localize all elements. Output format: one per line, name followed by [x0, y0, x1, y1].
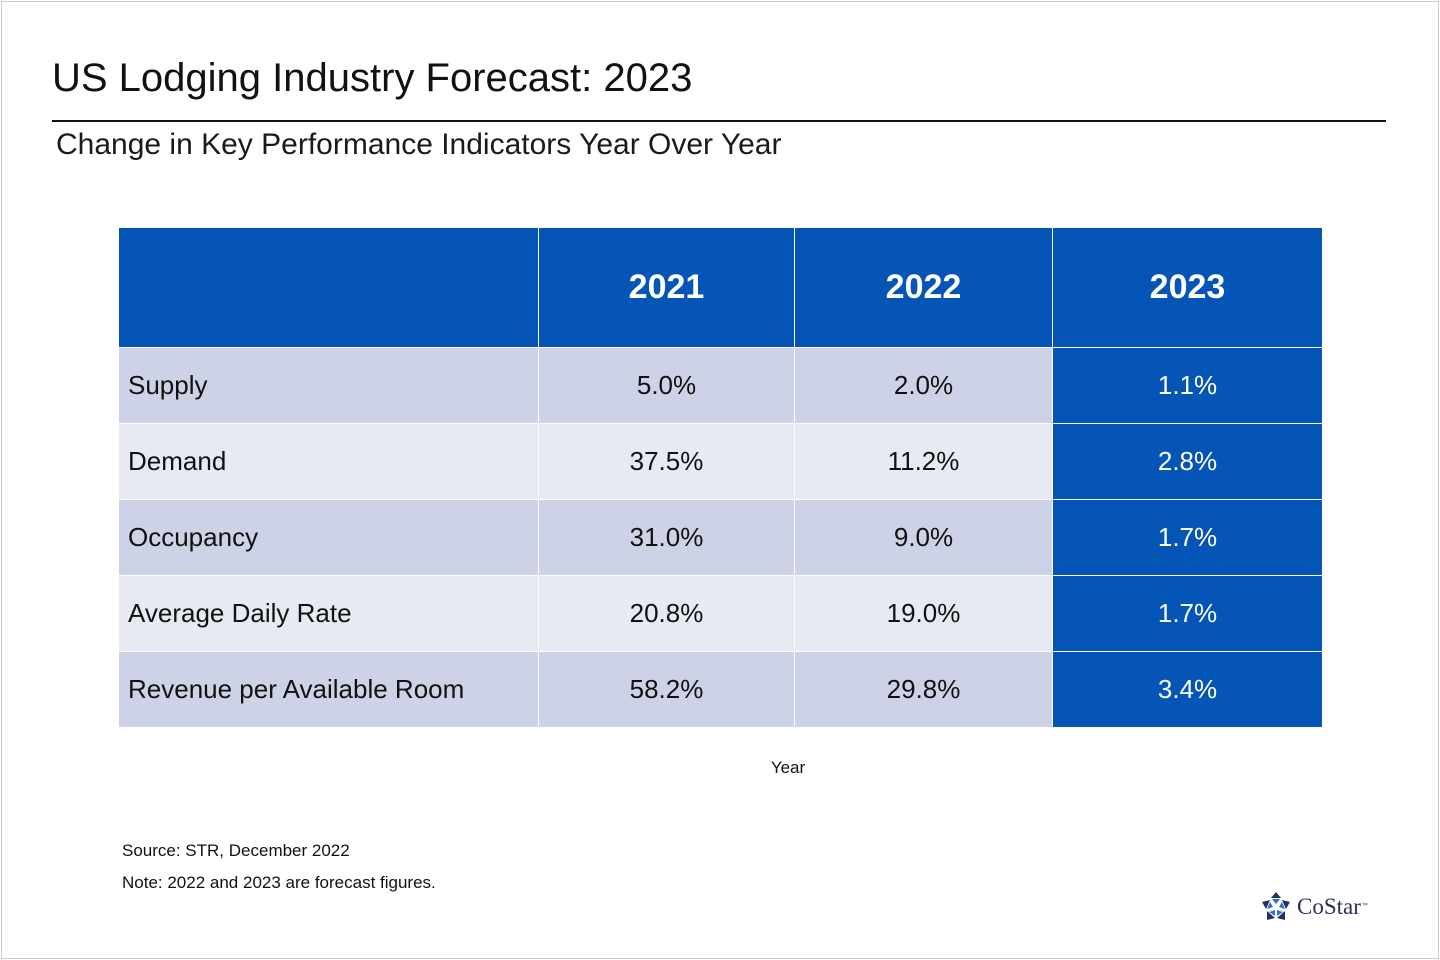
row-label: Revenue per Available Room — [118, 651, 539, 728]
costar-star-icon — [1262, 892, 1290, 920]
table-header-row: 2021 2022 2023 — [118, 227, 1323, 348]
title-divider — [52, 120, 1386, 122]
kpi-table: 2021 2022 2023 Supply 5.0% 2.0% 1.1% Dem… — [118, 227, 1323, 728]
value-cell: 58.2% — [538, 651, 795, 728]
value-cell: 31.0% — [538, 499, 795, 576]
x-axis-label: Year — [770, 758, 806, 777]
table-row: Demand 37.5% 11.2% 2.8% — [118, 423, 1323, 500]
row-label: Demand — [118, 423, 539, 500]
row-label: Supply — [118, 347, 539, 424]
value-cell: 5.0% — [538, 347, 795, 424]
row-label: Average Daily Rate — [118, 575, 539, 652]
table-row: Revenue per Available Room 58.2% 29.8% 3… — [118, 651, 1323, 728]
logo-trademark: ™ — [1361, 903, 1368, 909]
header-cell-2023: 2023 — [1052, 227, 1323, 348]
value-cell: 19.0% — [794, 575, 1053, 652]
value-cell: 11.2% — [794, 423, 1053, 500]
row-label: Occupancy — [118, 499, 539, 576]
value-cell: 29.8% — [794, 651, 1053, 728]
forecast-note: Note: 2022 and 2023 are forecast figures… — [122, 873, 436, 892]
value-cell-highlight: 3.4% — [1052, 651, 1323, 728]
value-cell-highlight: 1.7% — [1052, 499, 1323, 576]
table-row: Supply 5.0% 2.0% 1.1% — [118, 347, 1323, 424]
logo-wordmark: CoStar — [1297, 894, 1361, 919]
page-title: US Lodging Industry Forecast: 2023 — [52, 56, 693, 100]
value-cell-highlight: 2.8% — [1052, 423, 1323, 500]
value-cell-highlight: 1.7% — [1052, 575, 1323, 652]
page-subtitle: Change in Key Performance Indicators Yea… — [56, 128, 782, 161]
table-row: Average Daily Rate 20.8% 19.0% 1.7% — [118, 575, 1323, 652]
header-cell-empty — [118, 227, 539, 348]
value-cell: 37.5% — [538, 423, 795, 500]
costar-logo: CoStar ™ — [1260, 891, 1368, 923]
value-cell-highlight: 1.1% — [1052, 347, 1323, 424]
value-cell: 9.0% — [794, 499, 1053, 576]
header-cell-2022: 2022 — [794, 227, 1053, 348]
header-cell-2021: 2021 — [538, 227, 795, 348]
source-note: Source: STR, December 2022 — [122, 841, 350, 860]
table-row: Occupancy 31.0% 9.0% 1.7% — [118, 499, 1323, 576]
value-cell: 2.0% — [794, 347, 1053, 424]
value-cell: 20.8% — [538, 575, 795, 652]
